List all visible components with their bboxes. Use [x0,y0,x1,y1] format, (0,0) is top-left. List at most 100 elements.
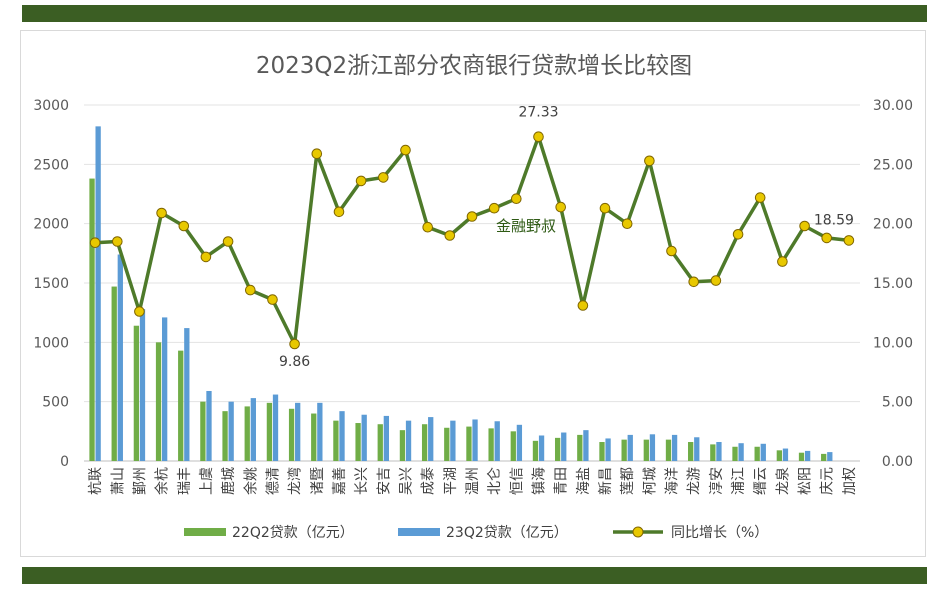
bottom-decorative-band [22,567,927,584]
bar-23q2 [804,450,811,461]
x-tick-label: 缙云 [753,467,769,495]
x-tick-label: 鹿城 [220,467,237,495]
growth-point [200,251,212,263]
growth-point [378,172,389,183]
bar-22q2 [399,430,406,461]
growth-point [621,218,633,229]
bar-22q2 [89,178,95,461]
bar-23q2 [250,398,256,461]
legend-item-22q2[interactable]: 22Q2贷款（亿元） [184,525,354,541]
growth-point [400,144,411,156]
x-tick-label: 新昌 [598,467,614,495]
bar-22q2 [155,342,162,461]
series-growth-line [89,131,855,350]
legend: 22Q2贷款（亿元） 23Q2贷款（亿元） 同比增长（%） [184,525,768,541]
x-tick-label: 青田 [554,467,570,495]
bar-22q2 [643,439,649,461]
bar-23q2 [339,411,345,461]
growth-point [710,275,722,286]
bar-22q2 [444,427,450,461]
right-y-tick-label: 0.00 [882,454,913,470]
bar-23q2 [716,442,722,461]
legend-label-growth: 同比增长（%） [671,525,768,541]
x-tick-label: 诸暨 [310,467,326,495]
x-tick-label: 浦江 [731,467,747,495]
growth-point [444,230,456,241]
bar-22q2 [754,446,760,461]
right-y-axis: 0.00 5.00 10.00 15.00 20.00 25.00 30.00 [873,98,913,470]
x-tick-label: 瑞丰 [177,467,193,495]
bar-23q2 [184,328,190,461]
x-tick-label: 莲都 [620,467,636,495]
bar-22q2 [244,406,250,461]
bar-23q2 [162,317,168,461]
growth-point [156,207,167,219]
legend-item-growth[interactable]: 同比增长（%） [613,525,768,541]
growth-point [577,300,589,311]
x-tick-label: 吴兴 [399,467,415,495]
chart-title: 2023Q2浙江部分农商银行贷款增长比较图 [256,53,692,79]
bar-22q2 [732,446,738,461]
bar-23q2 [627,434,633,461]
bar-22q2 [178,350,184,461]
legend-item-23q2[interactable]: 23Q2贷款（亿元） [398,525,568,541]
left-y-axis: 0 500 1000 1500 2000 2500 3000 [33,98,69,470]
x-tick-label: 萧山 [110,467,126,495]
right-y-tick-label: 15.00 [873,276,913,292]
x-tick-label: 北仑 [487,467,503,495]
growth-point [178,220,190,232]
bar-23q2 [472,419,478,461]
x-tick-label: 龙泉 [774,467,791,495]
x-tick-label: 龙游 [687,467,703,495]
growth-point [466,211,478,222]
bar-22q2 [599,442,605,461]
chart-panel: 2023Q2浙江部分农商银行贷款增长比较图 0 500 1000 1500 2000 25… [20,30,926,557]
growth-point [112,236,123,247]
bar-22q2 [821,453,827,461]
growth-point [821,232,833,244]
x-tick-label: 鄞州 [132,467,148,495]
x-tick-label: 海盐 [576,467,592,495]
legend-label-23q2: 23Q2贷款（亿元） [446,525,568,541]
growth-point [688,276,700,288]
right-y-tick-label: 25.00 [873,157,913,173]
x-tick-label: 恒信 [509,467,525,495]
growth-point [289,338,300,350]
left-y-tick-label: 3000 [33,98,69,114]
bar-23q2 [494,421,500,461]
gridlines [84,104,860,462]
bar-22q2 [200,401,206,461]
x-tick-label: 加权 [842,467,858,495]
bar-23q2 [361,414,367,461]
x-tick-label: 松阳 [798,467,814,495]
bar-23q2 [117,254,123,461]
bar-23q2 [95,126,101,462]
x-tick-label: 温州 [465,467,481,495]
bar-23q2 [782,448,789,461]
legend-label-22q2: 22Q2贷款（亿元） [232,525,354,541]
left-y-tick-label: 1000 [33,335,69,351]
bar-23q2 [561,432,567,461]
bar-23q2 [139,309,146,461]
bar-22q2 [111,286,117,461]
bar-22q2 [466,426,472,461]
growth-point [799,220,810,232]
bar-22q2 [311,413,317,461]
growth-point [777,256,788,267]
legend-swatch-23q2 [398,528,440,536]
bar-23q2 [383,415,390,461]
growth-point [245,284,256,296]
right-y-tick-label: 10.00 [873,335,913,351]
right-y-tick-label: 30.00 [873,98,913,114]
legend-swatch-22q2 [184,528,226,536]
bar-22q2 [355,423,361,461]
growth-point [333,206,345,218]
bar-23q2 [649,434,656,461]
bar-23q2 [583,430,589,461]
bar-23q2 [605,438,611,461]
right-y-tick-label: 20.00 [873,217,913,233]
growth-point [267,294,278,305]
growth-point [222,236,234,247]
growth-point [355,175,367,187]
x-tick-label: 余姚 [242,467,259,495]
